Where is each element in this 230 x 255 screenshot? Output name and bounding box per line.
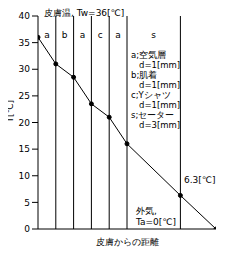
svg-text:30: 30 xyxy=(19,64,31,74)
svg-text:a: a xyxy=(80,30,86,40)
svg-text:T[℃]: T[℃] xyxy=(8,100,15,124)
html-text:d=1[mm]: d=1[mm] xyxy=(139,80,181,90)
html-text:Ta=0[℃]: Ta=0[℃] xyxy=(136,217,176,227)
html-text:s;セーター: s;セーター xyxy=(131,110,175,120)
html-text:d=3[mm]: d=3[mm] xyxy=(139,120,181,130)
svg-text:40: 40 xyxy=(19,11,31,21)
svg-text:s: s xyxy=(151,30,156,40)
svg-text:20: 20 xyxy=(19,118,31,128)
svg-text:35: 35 xyxy=(19,38,30,48)
html-text:a;空気層: a;空気層 xyxy=(131,50,167,60)
html-text:外気,: 外気, xyxy=(136,206,157,216)
svg-text:10: 10 xyxy=(19,171,31,181)
svg-text:15: 15 xyxy=(19,144,30,154)
svg-text:a: a xyxy=(115,30,121,40)
svg-text:0: 0 xyxy=(24,224,30,234)
svg-text:皮膚からの距離: 皮膚からの距離 xyxy=(96,237,159,247)
html-text:皮膚温, Tw=36[℃]: 皮膚温, Tw=36[℃] xyxy=(44,8,125,18)
html-text:d=1[mm]: d=1[mm] xyxy=(139,100,181,110)
html-text:c;Yシャツ: c;Yシャツ xyxy=(131,90,171,100)
svg-text:a: a xyxy=(44,30,50,40)
svg-text:c: c xyxy=(98,30,103,40)
svg-text:25: 25 xyxy=(19,91,30,101)
html-text:d=1[mm]: d=1[mm] xyxy=(139,60,181,70)
html-text:6.3[℃]: 6.3[℃] xyxy=(184,175,216,185)
svg-text:5: 5 xyxy=(24,198,30,208)
svg-text:b: b xyxy=(62,30,68,40)
html-text:b;肌着: b;肌着 xyxy=(131,70,158,80)
